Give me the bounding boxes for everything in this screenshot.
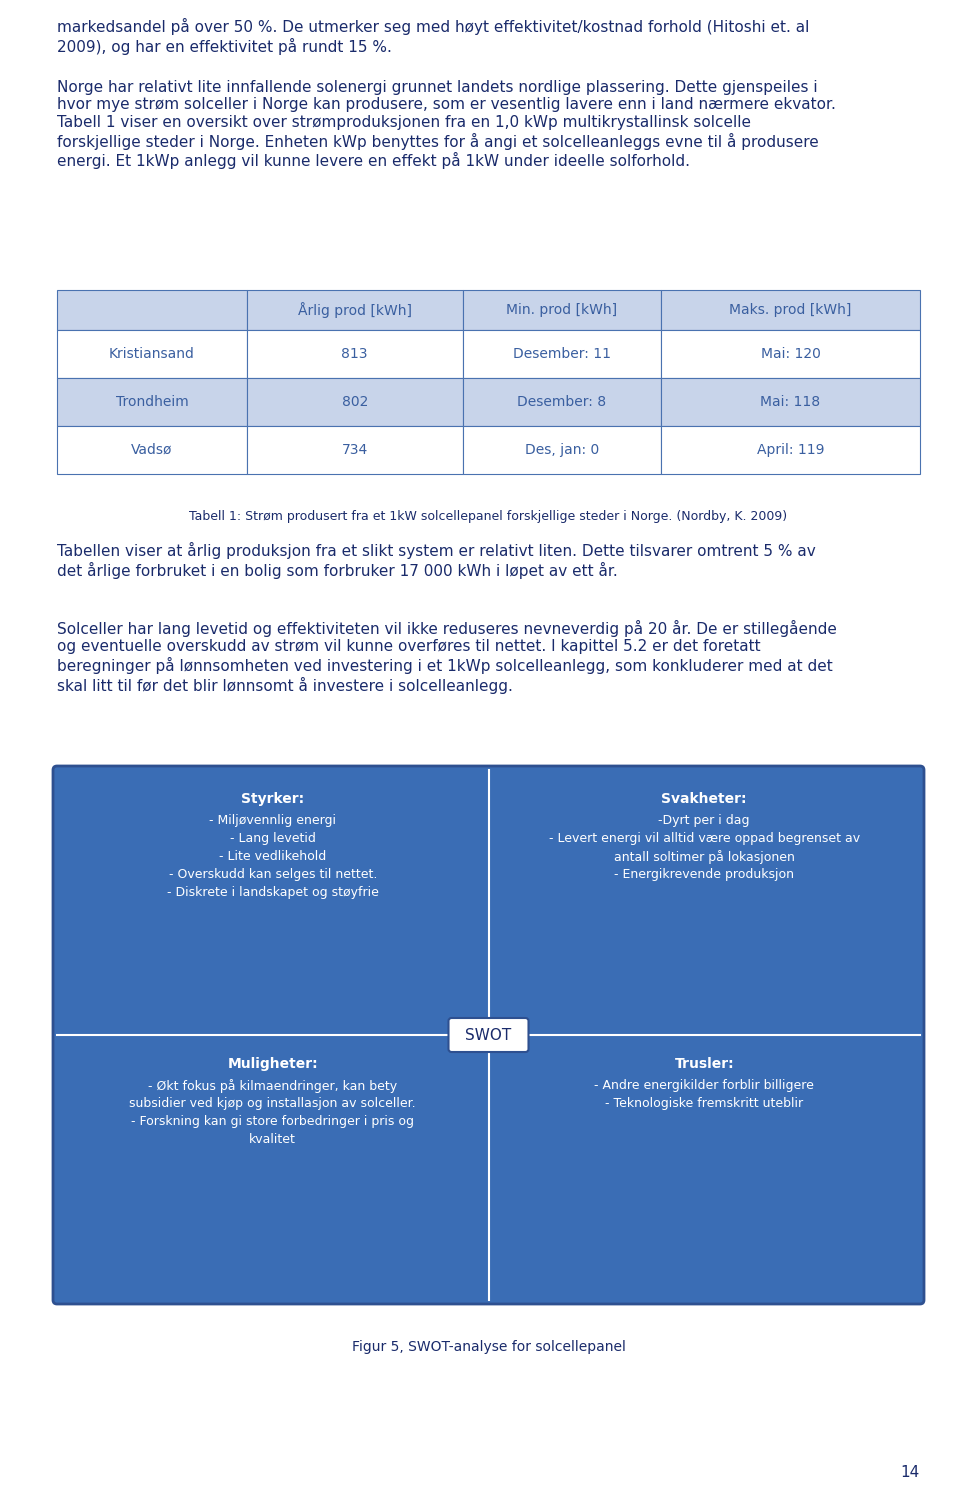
Text: Svakheter:: Svakheter: xyxy=(661,792,747,805)
Bar xyxy=(661,330,920,378)
Text: markedsandel på over 50 %. De utmerker seg med høyt effektivitet/kostnad forhold: markedsandel på over 50 %. De utmerker s… xyxy=(57,18,809,55)
Text: antall soltimer på lokasjonen: antall soltimer på lokasjonen xyxy=(613,850,795,864)
Bar xyxy=(57,290,247,330)
Text: - Andre energikilder forblir billigere: - Andre energikilder forblir billigere xyxy=(594,1079,814,1092)
Text: 734: 734 xyxy=(342,444,368,457)
Text: Min. prod [kWh]: Min. prod [kWh] xyxy=(506,303,617,317)
Text: Des, jan: 0: Des, jan: 0 xyxy=(525,444,599,457)
Text: Styrker:: Styrker: xyxy=(241,792,304,805)
Text: -Dyrt per i dag: -Dyrt per i dag xyxy=(659,814,750,828)
Text: 802: 802 xyxy=(342,394,368,409)
Text: Vadsø: Vadsø xyxy=(132,444,173,457)
Bar xyxy=(57,330,247,378)
Text: kvalitet: kvalitet xyxy=(250,1132,297,1146)
Text: - Økt fokus på kilmaendringer, kan bety: - Økt fokus på kilmaendringer, kan bety xyxy=(148,1079,397,1094)
Bar xyxy=(661,426,920,474)
Bar xyxy=(57,378,247,426)
Text: 813: 813 xyxy=(342,347,368,362)
Text: Solceller har lang levetid og effektiviteten vil ikke reduseres nevneverdig på 2: Solceller har lang levetid og effektivit… xyxy=(57,620,837,695)
Text: - Levert energi vil alltid være oppad begrenset av: - Levert energi vil alltid være oppad be… xyxy=(549,832,860,846)
Text: Maks. prod [kWh]: Maks. prod [kWh] xyxy=(730,303,852,317)
Text: Mai: 120: Mai: 120 xyxy=(760,347,821,362)
Text: Figur 5, SWOT-analyse for solcellepanel: Figur 5, SWOT-analyse for solcellepanel xyxy=(351,1340,625,1354)
Bar xyxy=(463,426,661,474)
Text: Desember: 11: Desember: 11 xyxy=(513,347,611,362)
Bar xyxy=(247,290,463,330)
Text: Tabellen viser at årlig produksjon fra et slikt system er relativt liten. Dette : Tabellen viser at årlig produksjon fra e… xyxy=(57,542,816,578)
Bar xyxy=(247,378,463,426)
Text: - Energikrevende produksjon: - Energikrevende produksjon xyxy=(614,868,794,881)
Text: - Forskning kan gi store forbedringer i pris og: - Forskning kan gi store forbedringer i … xyxy=(132,1115,415,1128)
Text: Norge har relativt lite innfallende solenergi grunnet landets nordlige plasserin: Norge har relativt lite innfallende sole… xyxy=(57,81,836,169)
Bar xyxy=(661,290,920,330)
Text: Desember: 8: Desember: 8 xyxy=(517,394,607,409)
Bar xyxy=(463,330,661,378)
Bar xyxy=(247,330,463,378)
Text: Årlig prod [kWh]: Årlig prod [kWh] xyxy=(298,302,412,318)
Text: April: 119: April: 119 xyxy=(756,444,825,457)
FancyBboxPatch shape xyxy=(448,1017,529,1052)
Text: Tabell 1: Strøm produsert fra et 1kW solcellepanel forskjellige steder i Norge. : Tabell 1: Strøm produsert fra et 1kW sol… xyxy=(189,509,787,523)
Bar xyxy=(463,290,661,330)
Text: - Lite vedlikehold: - Lite vedlikehold xyxy=(219,850,326,864)
Text: Trondheim: Trondheim xyxy=(115,394,188,409)
Text: Mai: 118: Mai: 118 xyxy=(760,394,821,409)
Text: - Lang levetid: - Lang levetid xyxy=(229,832,316,846)
Bar xyxy=(57,426,247,474)
Text: 14: 14 xyxy=(900,1466,920,1481)
Text: - Miljøvennlig energi: - Miljøvennlig energi xyxy=(209,814,336,828)
Bar xyxy=(247,426,463,474)
Text: - Overskudd kan selges til nettet.: - Overskudd kan selges til nettet. xyxy=(169,868,377,881)
FancyBboxPatch shape xyxy=(53,766,924,1304)
Bar xyxy=(661,378,920,426)
Text: - Teknologiske fremskritt uteblir: - Teknologiske fremskritt uteblir xyxy=(605,1097,804,1110)
Text: Kristiansand: Kristiansand xyxy=(109,347,195,362)
Text: subsidier ved kjøp og installasjon av solceller.: subsidier ved kjøp og installasjon av so… xyxy=(130,1097,416,1110)
Text: Muligheter:: Muligheter: xyxy=(228,1056,318,1071)
Text: Trusler:: Trusler: xyxy=(675,1056,734,1071)
Text: SWOT: SWOT xyxy=(466,1028,512,1043)
Bar xyxy=(463,378,661,426)
Text: - Diskrete i landskapet og støyfrie: - Diskrete i landskapet og støyfrie xyxy=(167,886,378,899)
